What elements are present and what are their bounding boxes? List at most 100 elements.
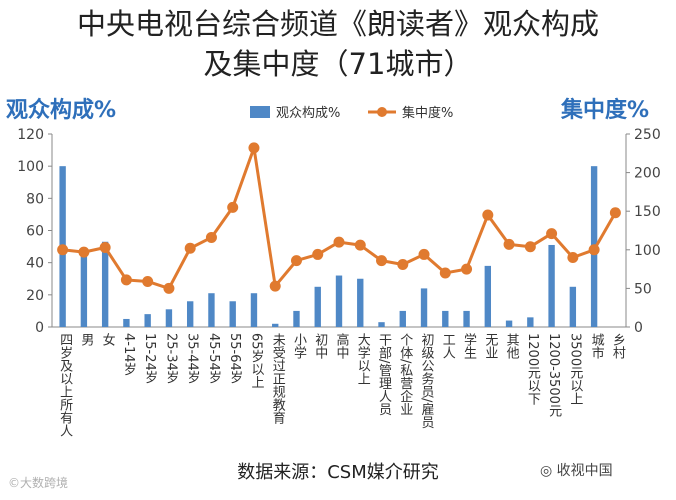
bar xyxy=(293,310,300,327)
category-label: 大学以上 xyxy=(355,333,371,385)
category-label: 无业 xyxy=(482,333,498,359)
data-source: 数据来源：CSM媒介研究 xyxy=(237,462,439,483)
line-point xyxy=(354,239,366,251)
bar xyxy=(80,251,88,327)
category-label: 乡村 xyxy=(610,333,626,359)
bar xyxy=(208,293,215,327)
legend-bar-swatch xyxy=(250,106,270,118)
line-point xyxy=(57,244,69,256)
category-label: 15-24岁 xyxy=(142,333,157,384)
bar xyxy=(186,301,194,327)
chart: 0 20 40 60 80 100 120 0 50 100 150 200 250 四岁及以上所有人男… xyxy=(17,105,661,437)
line-point xyxy=(609,207,621,219)
line-point xyxy=(397,258,409,270)
wechat-icon: ◎ xyxy=(540,463,553,479)
legend-line-label: 集中度% xyxy=(402,105,453,121)
line-point xyxy=(290,255,302,267)
line-point xyxy=(227,201,239,213)
line-point xyxy=(205,231,217,243)
bar xyxy=(442,310,449,327)
bar xyxy=(144,314,151,327)
left-tick-label: 0 xyxy=(35,320,44,336)
bar xyxy=(569,286,577,327)
line-point xyxy=(546,228,558,240)
bar xyxy=(378,322,385,327)
bar xyxy=(250,293,258,327)
bar xyxy=(357,278,364,327)
right-tick-label: 100 xyxy=(634,243,661,259)
left-tick-label: 80 xyxy=(26,191,44,207)
category-label: 小学 xyxy=(291,333,307,359)
category-label: 1200-3500元 xyxy=(546,333,562,418)
bar xyxy=(484,265,492,327)
bar xyxy=(335,275,343,327)
category-label: 45-54岁 xyxy=(206,333,221,384)
right-tick-label: 50 xyxy=(634,281,652,297)
line-point xyxy=(163,282,175,294)
category-label: 个体/私营企业 xyxy=(397,333,413,415)
concentration-line xyxy=(62,146,617,290)
line-point xyxy=(142,275,154,287)
watermark-right: ◎ 收视中国 xyxy=(540,460,613,480)
bar xyxy=(272,323,279,327)
watermark-left: ©大数跨境 xyxy=(8,476,69,490)
right-tick-label: 250 xyxy=(634,127,661,143)
bar xyxy=(463,310,470,327)
title-line-1: 中央电视台综合频道《朗读者》观众构成 xyxy=(76,7,599,41)
line-point xyxy=(503,238,515,250)
category-label: 1200元以下 xyxy=(525,333,541,406)
line-point xyxy=(439,267,451,279)
legend-bar-label: 观众构成% xyxy=(276,106,340,121)
bar xyxy=(399,310,406,327)
left-axis-label: 观众构成% xyxy=(6,98,117,123)
category-label: 4-14岁 xyxy=(121,333,136,376)
right-tick-label: 0 xyxy=(634,320,643,336)
line-point xyxy=(312,248,324,260)
category-label: 初中 xyxy=(312,333,328,359)
category-label: 65岁以上 xyxy=(248,333,263,389)
right-axis-label: 集中度% xyxy=(561,98,650,123)
line-point xyxy=(248,142,260,154)
category-label: 干部/管理人员 xyxy=(376,333,392,416)
bar xyxy=(420,288,428,327)
bar xyxy=(314,286,321,327)
line-point xyxy=(78,246,90,258)
bar xyxy=(123,318,130,327)
category-label: 未受过正规教育 xyxy=(270,333,286,425)
line-point xyxy=(588,244,600,256)
line-point xyxy=(461,263,473,275)
line-point xyxy=(333,236,345,248)
category-label: 四岁及以上所有人 xyxy=(57,333,73,437)
bar xyxy=(101,241,109,327)
left-tick-label: 100 xyxy=(17,159,44,175)
left-tick-label: 120 xyxy=(17,127,44,143)
left-tick-label: 20 xyxy=(26,288,44,304)
line-point xyxy=(418,248,430,260)
category-label: 男 xyxy=(78,333,94,346)
category-label: 女 xyxy=(100,332,116,346)
category-label: 35-44岁 xyxy=(185,333,200,384)
category-label: 高中 xyxy=(334,332,350,359)
bar xyxy=(505,320,513,327)
right-tick-label: 200 xyxy=(634,166,661,182)
line-point xyxy=(376,255,388,267)
line-point xyxy=(524,241,536,253)
bar xyxy=(548,244,555,327)
line-point xyxy=(184,242,196,254)
legend-line-marker xyxy=(377,107,387,117)
category-label: 25-34岁 xyxy=(163,333,178,384)
bar xyxy=(165,309,173,327)
category-label: 55-64岁 xyxy=(227,333,242,384)
category-label: 学生 xyxy=(461,332,477,359)
title-line-2: 及集中度（71城市） xyxy=(203,47,473,81)
line-point xyxy=(482,209,494,221)
left-tick-label: 40 xyxy=(26,256,44,272)
right-tick-label: 150 xyxy=(634,204,661,220)
category-label: 3500元以上 xyxy=(567,333,583,405)
category-label: 初级公务员/雇员 xyxy=(419,333,435,429)
left-tick-label: 60 xyxy=(26,224,44,240)
line-point xyxy=(120,274,132,286)
line-point xyxy=(99,241,111,253)
category-label: 工人 xyxy=(440,333,456,359)
line-point xyxy=(567,252,579,264)
